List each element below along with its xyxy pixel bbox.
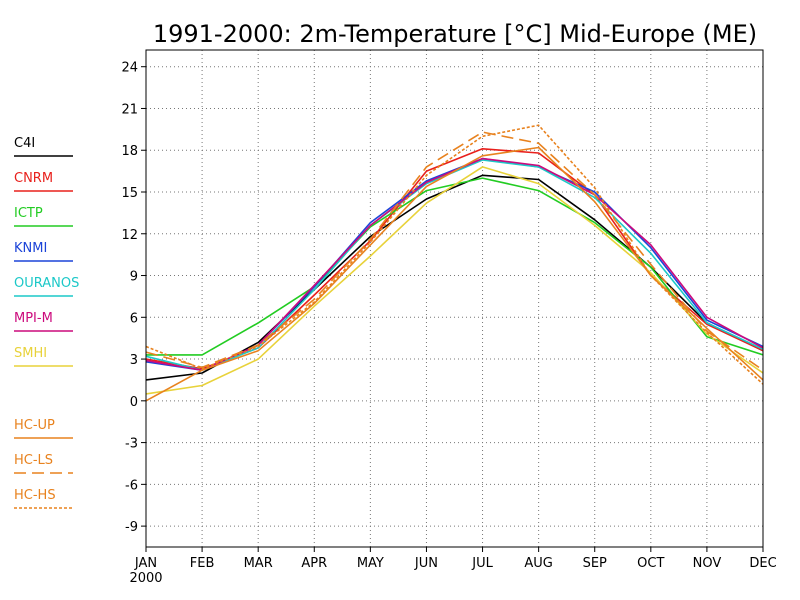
x-tick-label: SEP <box>583 556 607 571</box>
x-year-label: 2000 <box>129 571 162 586</box>
x-tick-label: MAR <box>244 556 273 571</box>
x-tick-label: DEC <box>749 556 776 571</box>
legend-label: C4I <box>14 136 35 151</box>
series-line-hc-up <box>145 146 764 402</box>
series-line-hc-ls <box>145 131 764 371</box>
x-tick-label: MAY <box>357 556 384 571</box>
y-tick-label: 18 <box>121 144 138 159</box>
legend-label: HC-UP <box>14 418 55 433</box>
series-layer <box>145 124 764 402</box>
series-line-smhi <box>145 166 764 395</box>
y-tick-label: 9 <box>130 270 138 285</box>
series-line-hc-hs <box>145 124 764 385</box>
x-tick-label: AUG <box>524 556 552 571</box>
series-line-knmi <box>145 157 764 372</box>
x-tick-label: JAN <box>134 556 157 571</box>
grid <box>146 50 763 547</box>
plot-frame <box>145 49 764 548</box>
series-line-cnrm <box>145 148 764 370</box>
legend-label: HC-HS <box>14 488 56 503</box>
y-tick-label: -9 <box>125 520 138 535</box>
legend-label: CNRM <box>14 171 53 186</box>
y-tick-label: 15 <box>121 186 138 201</box>
y-tick-label: 24 <box>121 61 138 76</box>
legend-label: KNMI <box>14 241 47 256</box>
legend-label: SMHI <box>14 346 47 361</box>
series-line-mpi-m <box>145 157 764 372</box>
series-line-ictp <box>146 177 764 356</box>
legend: C4I CNRM ICTP KNMI OURANOS MPI-M SMHI HC-UP HC-L… <box>14 136 79 509</box>
legend-label: ICTP <box>14 206 43 221</box>
y-tick-label: -6 <box>125 478 138 493</box>
y-tick-label: 0 <box>130 395 138 410</box>
chart-title: 1991-2000: 2m-Temperature [°C] Mid-Europ… <box>153 20 757 48</box>
y-tick-label: 6 <box>130 311 138 326</box>
legend-label: HC-LS <box>14 453 53 468</box>
x-tick-label: NOV <box>693 556 722 571</box>
x-tick-label: OCT <box>637 556 664 571</box>
y-tick-label: -3 <box>125 437 138 452</box>
y-tick-label: 12 <box>121 228 138 243</box>
legend-label: MPI-M <box>14 311 53 326</box>
y-tick-label: 21 <box>121 102 138 117</box>
x-tick-label: FEB <box>190 556 215 571</box>
y-tick-label: 3 <box>130 353 138 368</box>
x-tick-label: JUN <box>414 556 438 571</box>
x-tick-label: JUL <box>471 556 493 571</box>
x-tick-label: APR <box>301 556 327 571</box>
axes: -9 -6 -3 0 3 6 9 12 15 18 21 24 JAN FEB MAR APR MAY JUN JU… <box>121 61 776 586</box>
legend-label: OURANOS <box>14 276 79 291</box>
